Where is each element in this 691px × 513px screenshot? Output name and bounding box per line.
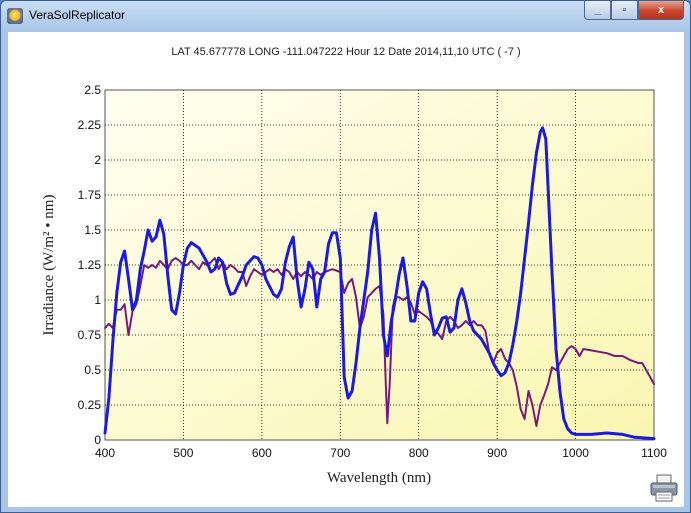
close-button[interactable]: x — [638, 1, 684, 20]
series-line-blue — [103, 126, 656, 441]
y-tick-label: 1.5 — [84, 223, 101, 237]
y-tick-label: 2.25 — [78, 118, 102, 132]
window-controls: _ ▫ x — [584, 1, 684, 21]
x-tick-label: 700 — [330, 446, 350, 460]
maximize-icon: ▫ — [622, 4, 627, 16]
close-icon: x — [657, 4, 665, 16]
y-axis-label: Irradiance (W/m² • nm) — [41, 195, 57, 336]
series-lines — [103, 126, 656, 441]
y-tick-label: 0.75 — [78, 328, 102, 342]
y-tick-label: 2.5 — [84, 83, 101, 97]
x-tick-label: 400 — [95, 446, 115, 460]
y-tick-label: 0.25 — [78, 398, 102, 412]
chart-panel: LAT 45.677778 LONG -111.047222 Hour 12 D… — [8, 32, 684, 507]
irradiance-chart: 0 0.25 0.5 0.75 1 1.25 1.5 1.75 2 2.25 2.5 400 500 6… — [41, 83, 667, 486]
y-tick-label: 0 — [94, 433, 101, 447]
location-time-info: LAT 45.677778 LONG -111.047222 Hour 12 D… — [171, 46, 521, 58]
x-tick-label: 900 — [487, 446, 507, 460]
x-tick-label: 600 — [252, 446, 272, 460]
y-tick-label: 2 — [94, 153, 101, 167]
x-tick-label: 800 — [409, 446, 429, 460]
x-axis-label: Wavelength (nm) — [327, 470, 431, 486]
x-tick-label: 1100 — [641, 446, 667, 460]
series-line-purple — [104, 257, 655, 427]
x-tick-label: 500 — [173, 446, 193, 460]
y-tick-labels: 0 0.25 0.5 0.75 1 1.25 1.5 1.75 2 2.25 2.5 — [78, 83, 102, 447]
maximize-button[interactable]: ▫ — [611, 1, 638, 20]
minimize-icon: _ — [594, 4, 601, 16]
app-icon[interactable] — [7, 8, 23, 24]
y-tick-label: 1.25 — [78, 258, 102, 272]
y-tick-label: 0.5 — [84, 363, 101, 377]
window-title: VeraSolReplicator — [29, 8, 126, 22]
y-tick-label: 1.75 — [78, 188, 102, 202]
minimize-button[interactable]: _ — [584, 1, 611, 20]
y-tick-label: 1 — [94, 293, 101, 307]
x-tick-labels: 400 500 600 700 800 900 1000 1100 — [95, 446, 667, 460]
x-tick-label: 1000 — [562, 446, 589, 460]
title-bar[interactable]: VeraSolReplicator _ ▫ x — [1, 1, 690, 31]
printer-icon[interactable] — [649, 473, 679, 503]
